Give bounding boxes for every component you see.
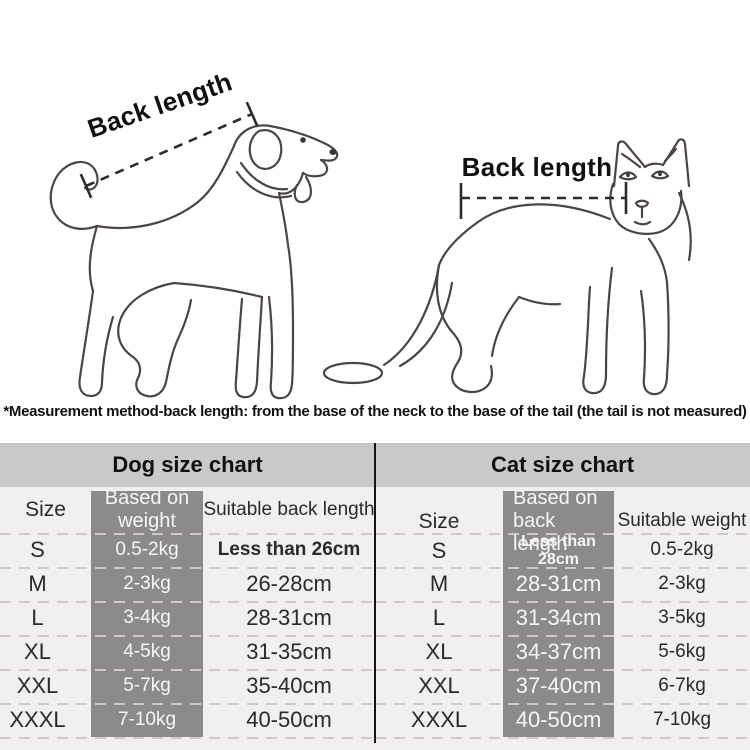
- back-length-cell: 37-40cm: [515, 672, 602, 698]
- back-length-cell: 34-37cm: [515, 638, 602, 664]
- back-length-cell: Less than 28cm: [521, 533, 596, 568]
- size-tables: Dog size chart Size Based on weight Suit…: [0, 443, 750, 750]
- size-cell: XXXL: [410, 706, 468, 732]
- table-row: S 0.5-2kg Less than 26cm: [0, 533, 375, 567]
- dog-size-table: Dog size chart Size Based on weight Suit…: [0, 443, 375, 750]
- table-row: L 31-34cm 3-5kg: [375, 601, 750, 635]
- table-row: XL 34-37cm 5-6kg: [375, 635, 750, 669]
- table-row: M 28-31cm 2-3kg: [375, 567, 750, 601]
- table-row: XL 4-5kg 31-35cm: [0, 635, 375, 669]
- row-divider: [375, 703, 750, 705]
- weight-cell: 3-4kg: [123, 606, 171, 628]
- row-divider: [0, 737, 375, 739]
- weight-cell: 5-6kg: [658, 640, 706, 662]
- weight-cell: 2-3kg: [658, 572, 706, 594]
- row-divider: [375, 737, 750, 739]
- dog-table-title: Dog size chart: [0, 443, 375, 487]
- back-length-cell: 40-50cm: [246, 706, 332, 732]
- back-length-cell: 31-35cm: [246, 638, 332, 664]
- cat-line-art-icon: [322, 138, 692, 396]
- cat-table-header-row: Size Based on back length Suitable weigh…: [375, 487, 750, 555]
- weight-cell: 7-10kg: [117, 708, 177, 730]
- cat-col-backlength-header: Based on back length: [513, 487, 598, 555]
- row-divider: [0, 601, 375, 603]
- size-cell: L: [31, 604, 44, 630]
- row-divider: [0, 635, 375, 637]
- size-cell: XXL: [16, 672, 59, 698]
- row-divider: [375, 669, 750, 671]
- weight-cell: 3-5kg: [658, 606, 706, 628]
- back-length-cell: 31-34cm: [515, 604, 602, 630]
- table-row: S Less than 28cm 0.5-2kg: [375, 533, 750, 568]
- cat-backlength-column-band: [503, 491, 614, 737]
- cat-size-table: Cat size chart Size Based on back length…: [375, 443, 750, 750]
- row-divider: [375, 601, 750, 603]
- row-divider: [0, 669, 375, 671]
- size-cell: M: [28, 570, 47, 596]
- size-cell: M: [429, 570, 449, 596]
- cat-table-title: Cat size chart: [375, 443, 750, 487]
- size-cell: XXL: [418, 672, 460, 698]
- row-divider: [0, 533, 375, 535]
- dog-col-size-header: Size: [25, 498, 66, 522]
- table-row: XXXL 40-50cm 7-10kg: [375, 703, 750, 737]
- table-row: XXL 37-40cm 6-7kg: [375, 669, 750, 703]
- weight-cell: 0.5-2kg: [115, 538, 179, 560]
- weight-cell: 2-3kg: [123, 572, 171, 594]
- row-divider: [0, 703, 375, 705]
- dog-col-weight-header: Based on weight: [104, 487, 190, 532]
- size-cell: XXXL: [9, 706, 66, 732]
- table-row: XXXL 7-10kg 40-50cm: [0, 703, 375, 737]
- weight-cell: 0.5-2kg: [650, 539, 714, 561]
- weight-cell: 4-5kg: [123, 640, 171, 662]
- cat-back-length-label: Back length: [461, 152, 613, 182]
- cat-col-size-header: Size: [418, 509, 460, 533]
- size-cell: S: [431, 537, 447, 563]
- dog-line-art-icon: [49, 124, 339, 400]
- pets-illustration: [49, 101, 692, 400]
- size-cell: L: [432, 604, 446, 630]
- table-row: L 3-4kg 28-31cm: [0, 601, 375, 635]
- back-length-cell: 40-50cm: [515, 706, 602, 732]
- table-divider-line: [374, 443, 376, 743]
- weight-cell: 6-7kg: [658, 674, 706, 696]
- cat-col-weight-header: Suitable weight: [617, 510, 747, 532]
- back-length-cell: 28-31cm: [515, 570, 602, 596]
- row-divider: [375, 635, 750, 637]
- back-length-cell: 35-40cm: [246, 672, 332, 698]
- row-divider: [0, 567, 375, 569]
- back-length-cell: Less than 26cm: [217, 538, 361, 560]
- weight-cell: 7-10kg: [652, 708, 712, 730]
- table-row: M 2-3kg 26-28cm: [0, 567, 375, 601]
- size-cell: XL: [425, 638, 453, 664]
- table-row: XXL 5-7kg 35-40cm: [0, 669, 375, 703]
- size-cell: S: [30, 536, 45, 562]
- dog-col-backlength-header: Suitable back length: [203, 498, 375, 520]
- size-cell: XL: [24, 638, 51, 664]
- back-length-cell: 26-28cm: [246, 570, 332, 596]
- row-divider: [375, 533, 750, 535]
- dog-measure-line: [79, 101, 259, 199]
- dog-table-header-row: Size Based on weight Suitable back lengt…: [0, 487, 375, 533]
- back-length-cell: 28-31cm: [246, 604, 332, 630]
- row-divider: [375, 567, 750, 569]
- measurement-note: *Measurement method-back length: from th…: [3, 403, 747, 420]
- cat-measure-line: [459, 182, 628, 219]
- dog-weight-column-band: [91, 491, 203, 737]
- weight-cell: 5-7kg: [123, 674, 171, 696]
